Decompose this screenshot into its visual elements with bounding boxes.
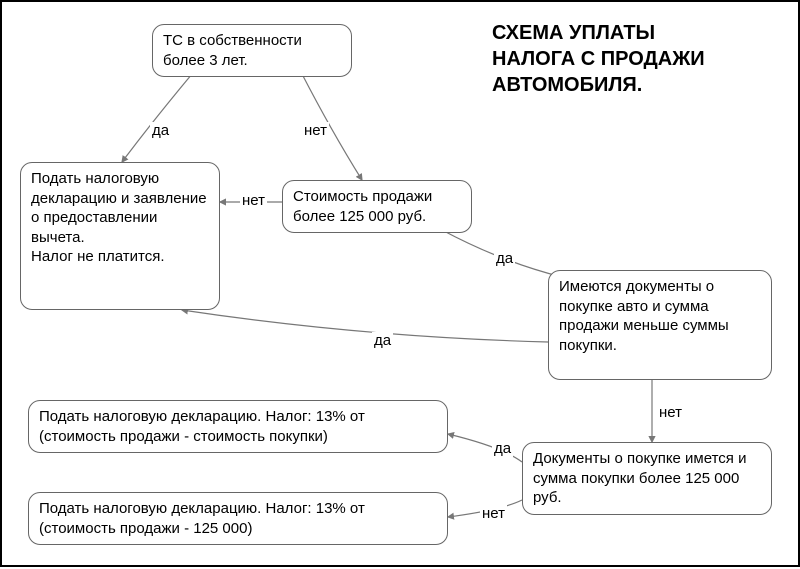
edge-n1-n2 [122, 74, 192, 162]
edge-label-n7-n6: нет [480, 505, 507, 522]
node-n1: ТС в собственности более 3 лет. [152, 24, 352, 77]
node-n2: Подать налоговую декларацию и заявление … [20, 162, 220, 310]
edge-label-n3-n4: да [494, 250, 515, 267]
node-n3: Стоимость продажи более 125 000 руб. [282, 180, 472, 233]
edge-label-n1-n3: нет [302, 122, 329, 139]
edge-n4-n2 [182, 310, 548, 342]
diagram-title: СХЕМА УПЛАТЫНАЛОГА С ПРОДАЖИАВТОМОБИЛЯ. [492, 20, 705, 98]
edge-label-n1-n2: да [150, 122, 171, 139]
node-n4: Имеются документы о покупке авто и сумма… [548, 270, 772, 380]
edge-label-n3-n2: нет [240, 192, 267, 209]
diagram-canvas: СХЕМА УПЛАТЫНАЛОГА С ПРОДАЖИАВТОМОБИЛЯ. … [0, 0, 800, 567]
edge-label-n4-n7: нет [657, 404, 684, 421]
node-n5: Подать налоговую декларацию. Налог: 13% … [28, 400, 448, 453]
edge-label-n4-n2: да [372, 332, 393, 349]
edge-label-n7-n5: да [492, 440, 513, 457]
node-n6: Подать налоговую декларацию. Налог: 13% … [28, 492, 448, 545]
node-n7: Документы о покупке имется и сумма покуп… [522, 442, 772, 515]
